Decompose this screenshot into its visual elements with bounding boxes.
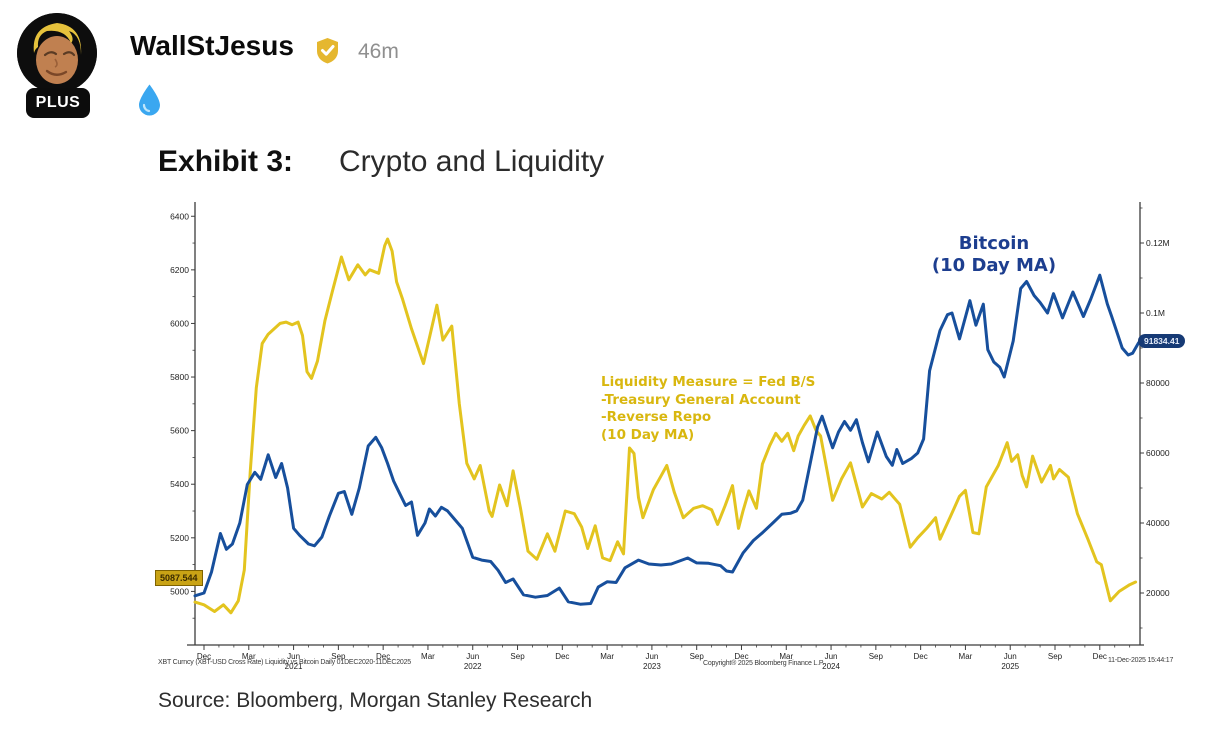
right-axis-tick-label: 20000 bbox=[1146, 588, 1170, 598]
x-axis-tick-label: Dec bbox=[197, 652, 211, 661]
chart-title: Exhibit 3: Crypto and Liquidity bbox=[158, 145, 604, 179]
left-axis-tick-label: 5400 bbox=[170, 479, 189, 489]
droplet-emoji bbox=[139, 84, 160, 116]
avatar[interactable] bbox=[17, 13, 97, 93]
x-axis-tick-label: Dec bbox=[376, 652, 390, 661]
bitcoin-last-value-badge: 91834.41 bbox=[1138, 334, 1186, 348]
x-axis-year-label: 2021 bbox=[285, 662, 303, 671]
x-axis-tick-label: Mar bbox=[959, 652, 973, 661]
x-axis-tick-label: Jun bbox=[287, 652, 300, 661]
liquidity-bitcoin-chart: 5000 5200 5400 5600 5800 6000 6200 6400 0.12M 0.1… bbox=[170, 202, 1170, 671]
x-axis-tick-label: Sep bbox=[690, 652, 705, 661]
chart-footnote-timestamp: 11-Dec-2025 15:44:17 bbox=[1108, 657, 1174, 664]
bitcoin-legend-line1: Bitcoin bbox=[958, 233, 1030, 254]
right-axis-tick-label: 40000 bbox=[1146, 518, 1170, 528]
x-axis-tick-label: Dec bbox=[734, 652, 748, 661]
x-axis-tick-label: Jun bbox=[645, 652, 658, 661]
x-axis-tick-label: Sep bbox=[510, 652, 525, 661]
liquidity-legend-annotation: Liquidity Measure = Fed B/S -Treasury Ge… bbox=[601, 374, 815, 444]
left-axis-tick-label: 5600 bbox=[170, 426, 189, 436]
liquidity-legend-line3: -Reverse Repo bbox=[601, 409, 712, 426]
liquidity-legend-line1: Liquidity Measure = Fed B/S bbox=[601, 374, 816, 390]
x-axis-year-label: 2025 bbox=[1001, 662, 1019, 671]
chart-title-exhibit-label: Exhibit 3: bbox=[158, 145, 294, 178]
bitcoin-line bbox=[193, 273, 1141, 606]
right-axis-tick-label: 60000 bbox=[1146, 448, 1170, 458]
bitcoin-legend-annotation: Bitcoin (10 Day MA) bbox=[908, 233, 1080, 276]
x-axis-tick-label: Jun bbox=[466, 652, 479, 661]
x-axis-tick-label: Mar bbox=[600, 652, 614, 661]
left-axis-tick-label: 5200 bbox=[170, 533, 189, 543]
avatar-plus-badge: PLUS bbox=[26, 88, 90, 118]
x-axis-year-label: 2022 bbox=[464, 662, 482, 671]
x-axis-tick-label: Sep bbox=[869, 652, 884, 661]
right-axis-tick-label: 80000 bbox=[1146, 378, 1170, 388]
liquidity-legend-line2: -Treasury General Account bbox=[601, 391, 801, 408]
liquidity-last-value-badge: 5087.544 bbox=[155, 570, 203, 586]
x-axis-year-label: 2024 bbox=[822, 662, 840, 671]
verified-badge-icon bbox=[317, 38, 338, 64]
x-axis-tick-label: Dec bbox=[1093, 652, 1107, 661]
chart-footnote-description: XBT Curncy (XBT-USD Cross Rate) Liquidit… bbox=[158, 659, 411, 666]
chart-title-text: Crypto and Liquidity bbox=[339, 145, 605, 178]
x-axis-year-label: 2023 bbox=[643, 662, 661, 671]
liquidity-legend-line4: (10 Day MA) bbox=[601, 426, 695, 443]
x-axis-tick-label: Mar bbox=[242, 652, 256, 661]
post-timestamp[interactable]: 46m bbox=[358, 40, 399, 63]
x-axis-tick-label: Mar bbox=[779, 652, 793, 661]
x-axis-tick-label: Jun bbox=[1004, 652, 1017, 661]
post-username[interactable]: WallStJesus bbox=[130, 30, 294, 61]
right-axis-tick-label: 0.12M bbox=[1146, 238, 1170, 248]
x-axis-tick-label: Dec bbox=[555, 652, 569, 661]
chart-footnote-copyright: Copyright® 2025 Bloomberg Finance L.P. bbox=[703, 660, 825, 667]
x-axis-tick-label: Sep bbox=[331, 652, 346, 661]
chart-source-caption: Source: Bloomberg, Morgan Stanley Resear… bbox=[158, 689, 593, 712]
x-axis-tick-label: Sep bbox=[1048, 652, 1063, 661]
x-axis-tick-label: Mar bbox=[421, 652, 435, 661]
left-axis-tick-label: 5800 bbox=[170, 372, 189, 382]
avatar-image bbox=[17, 13, 97, 93]
left-axis-tick-label: 5000 bbox=[170, 586, 189, 596]
left-axis-tick-label: 6200 bbox=[170, 265, 189, 275]
left-axis-tick-label: 6000 bbox=[170, 318, 189, 328]
bitcoin-legend-line2: (10 Day MA) bbox=[931, 254, 1057, 276]
x-axis-tick-label: Jun bbox=[825, 652, 838, 661]
liquidity-line bbox=[193, 237, 1138, 615]
right-axis-tick-label: 0.1M bbox=[1146, 308, 1165, 318]
left-axis-tick-label: 6400 bbox=[170, 211, 189, 221]
x-axis-tick-label: Dec bbox=[914, 652, 928, 661]
